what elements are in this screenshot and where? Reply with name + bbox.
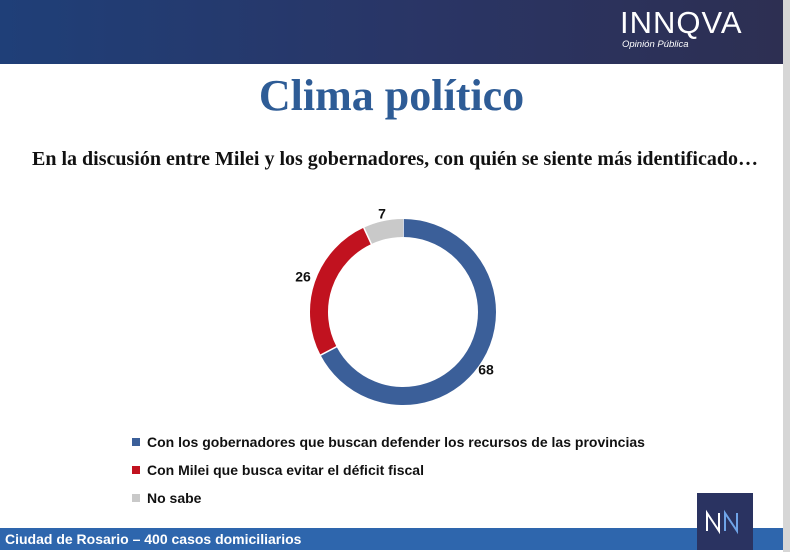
slice-separator <box>362 226 373 246</box>
slice-milei <box>310 227 372 356</box>
slice-gobernadores <box>320 219 496 405</box>
logo-subtitle: Opinión Pública <box>622 39 689 50</box>
legend-item-no-sabe: No sabe <box>132 484 645 512</box>
page-title: Clima político <box>258 71 525 120</box>
footer-bar: Ciudad de Rosario – 400 casos domiciliar… <box>0 528 783 550</box>
chart-legend: Con los gobernadores que buscan defender… <box>132 428 645 512</box>
legend-item-milei: Con Milei que busca evitar el déficit fi… <box>132 456 645 484</box>
data-label: 26 <box>295 269 311 285</box>
data-label: 7 <box>378 206 386 222</box>
slice-no-sabe <box>363 219 404 245</box>
nn-logo-icon <box>706 509 738 535</box>
survey-question: En la discusión entre Milei y los gobern… <box>32 148 758 170</box>
legend-swatch <box>132 438 140 446</box>
nn-badge <box>697 493 753 550</box>
data-label: 68 <box>478 362 494 378</box>
footer-text: Ciudad de Rosario – 400 casos domiciliar… <box>5 531 302 547</box>
slide-edge <box>783 0 790 552</box>
legend-label: Con Milei que busca evitar el déficit fi… <box>147 462 424 478</box>
legend-swatch <box>132 466 140 474</box>
header-bar: INNQVA Opinión Pública <box>0 0 783 64</box>
legend-item-gobernadores: Con los gobernadores que buscan defender… <box>132 428 645 456</box>
legend-label: No sabe <box>147 490 202 506</box>
legend-swatch <box>132 494 140 502</box>
innqva-logo: INNQVA Opinión Pública <box>620 5 743 51</box>
logo-text: INNQVA <box>620 5 743 40</box>
legend-label: Con los gobernadores que buscan defender… <box>147 434 645 450</box>
slice-separator <box>319 345 338 357</box>
